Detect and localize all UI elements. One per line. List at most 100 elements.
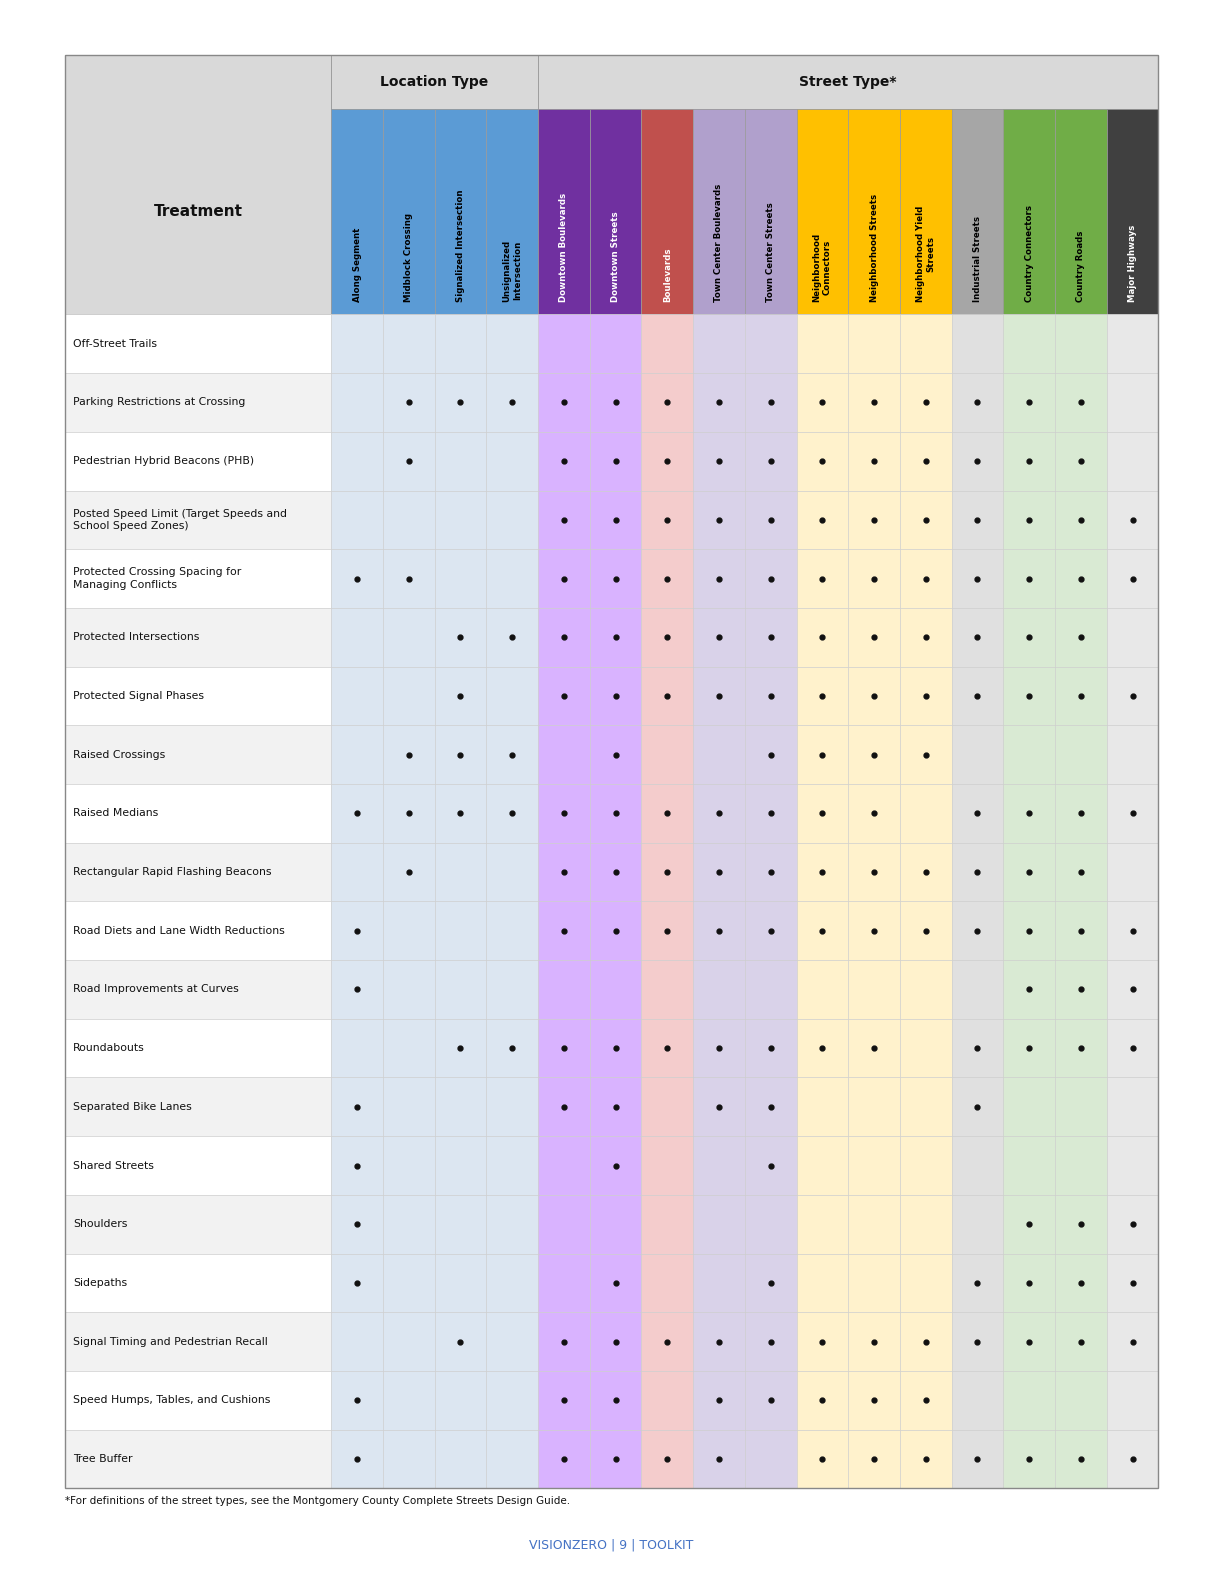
Bar (952, 1136, 1003, 1194)
Text: Road Diets and Lane Width Reductions: Road Diets and Lane Width Reductions (73, 926, 285, 935)
Bar (486, 842, 538, 901)
Bar (538, 1019, 590, 1078)
Bar (1107, 1136, 1158, 1194)
Bar (1003, 1019, 1055, 1078)
Text: Off-Street Trails: Off-Street Trails (73, 338, 158, 349)
Bar (486, 1253, 538, 1313)
Bar (848, 1019, 899, 1078)
Bar (693, 373, 745, 431)
Bar (952, 961, 1003, 1019)
Bar (642, 1194, 693, 1253)
Bar (899, 1313, 952, 1371)
Bar (642, 901, 693, 961)
Bar (899, 608, 952, 667)
Bar (65, 842, 331, 901)
Bar (797, 490, 848, 550)
Bar (899, 1371, 952, 1430)
Bar (1003, 1194, 1055, 1253)
Bar (1055, 109, 1107, 314)
Bar (590, 1371, 642, 1430)
Bar (382, 373, 435, 431)
Bar (1107, 490, 1158, 550)
Text: Sidepaths: Sidepaths (73, 1278, 127, 1288)
Bar (642, 373, 693, 431)
Text: Rectangular Rapid Flashing Beacons: Rectangular Rapid Flashing Beacons (73, 867, 271, 877)
Bar (435, 1194, 486, 1253)
Bar (538, 667, 590, 725)
Bar (952, 1078, 1003, 1136)
Text: Speed Humps, Tables, and Cushions: Speed Humps, Tables, and Cushions (73, 1395, 271, 1405)
Bar (590, 725, 642, 784)
Bar (538, 961, 590, 1019)
Bar (435, 784, 486, 842)
Bar (952, 550, 1003, 608)
Bar (797, 725, 848, 784)
Text: Protected Intersections: Protected Intersections (73, 632, 199, 641)
Bar (797, 842, 848, 901)
Bar (331, 961, 382, 1019)
Bar (382, 1253, 435, 1313)
Bar (1055, 608, 1107, 667)
Bar (486, 1430, 538, 1488)
Bar (848, 842, 899, 901)
Bar (1055, 784, 1107, 842)
Bar (642, 725, 693, 784)
Bar (899, 901, 952, 961)
Text: Country Roads: Country Roads (1077, 231, 1085, 302)
Bar (538, 373, 590, 431)
Bar (382, 550, 435, 608)
Bar (65, 608, 331, 667)
Bar (1107, 1194, 1158, 1253)
Bar (745, 314, 797, 373)
Bar (848, 608, 899, 667)
Bar (952, 1253, 1003, 1313)
Bar (848, 109, 899, 314)
Bar (693, 1371, 745, 1430)
Bar (435, 608, 486, 667)
Bar (590, 1194, 642, 1253)
Bar (693, 1078, 745, 1136)
Bar (331, 1253, 382, 1313)
Bar (538, 1078, 590, 1136)
Bar (1107, 901, 1158, 961)
Bar (435, 1078, 486, 1136)
Bar (848, 961, 899, 1019)
Bar (538, 314, 590, 373)
Bar (435, 961, 486, 1019)
Bar (435, 901, 486, 961)
Bar (382, 314, 435, 373)
Bar (745, 490, 797, 550)
Bar (1003, 550, 1055, 608)
Bar (382, 784, 435, 842)
Text: Signal Timing and Pedestrian Recall: Signal Timing and Pedestrian Recall (73, 1337, 268, 1346)
Bar (642, 784, 693, 842)
Bar (745, 667, 797, 725)
Bar (382, 1136, 435, 1194)
Bar (848, 1253, 899, 1313)
Text: Separated Bike Lanes: Separated Bike Lanes (73, 1101, 192, 1112)
Bar (693, 1136, 745, 1194)
Bar (745, 431, 797, 490)
Bar (435, 490, 486, 550)
Bar (952, 608, 1003, 667)
Bar (590, 901, 642, 961)
Bar (1055, 667, 1107, 725)
Bar (693, 1253, 745, 1313)
Text: Downtown Boulevards: Downtown Boulevards (560, 193, 568, 302)
Bar (382, 1019, 435, 1078)
Bar (797, 1078, 848, 1136)
Text: Posted Speed Limit (Target Speeds and
School Speed Zones): Posted Speed Limit (Target Speeds and Sc… (73, 509, 287, 531)
Bar (331, 55, 538, 109)
Bar (642, 431, 693, 490)
Text: Parking Restrictions at Crossing: Parking Restrictions at Crossing (73, 398, 246, 408)
Bar (435, 1371, 486, 1430)
Bar (642, 1253, 693, 1313)
Text: Protected Signal Phases: Protected Signal Phases (73, 690, 204, 702)
Bar (590, 314, 642, 373)
Bar (952, 784, 1003, 842)
Bar (952, 373, 1003, 431)
Bar (1003, 431, 1055, 490)
Bar (1107, 1430, 1158, 1488)
Bar (848, 431, 899, 490)
Bar (435, 1253, 486, 1313)
